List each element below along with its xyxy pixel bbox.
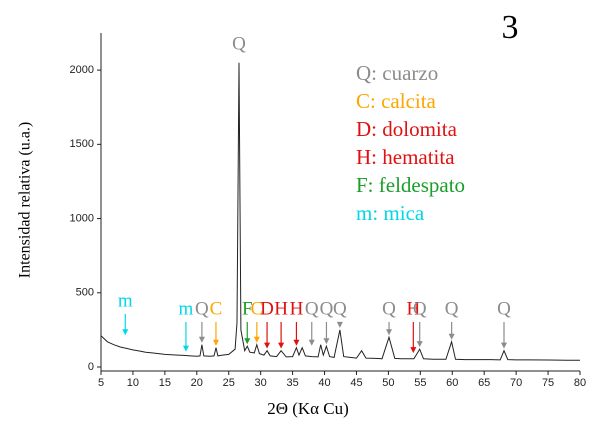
x-tick-label: 5 (98, 377, 104, 389)
x-tick-label: 30 (255, 377, 267, 389)
peak-arrowhead (386, 329, 393, 336)
peak-label: Q (413, 298, 427, 319)
peak-arrowhead (278, 342, 285, 349)
legend-entry: H: hematita (356, 145, 455, 169)
peak-arrowhead (448, 333, 455, 340)
x-tick-label: 75 (542, 377, 554, 389)
peak-label: Q (333, 298, 347, 319)
peak-label: m (179, 298, 194, 319)
peak-arrowhead (410, 347, 417, 354)
peak-arrowhead (293, 339, 300, 346)
x-tick-label: 15 (159, 377, 171, 389)
peak-arrowhead (253, 336, 260, 343)
peak-arrowhead (122, 329, 129, 336)
peak-arrowhead (212, 339, 219, 346)
x-tick-label: 35 (286, 377, 298, 389)
y-tick-label: 2000 (70, 64, 94, 76)
peak-arrowhead (500, 342, 507, 349)
peak-label: Q (445, 298, 459, 319)
peak-label: Q (382, 298, 396, 319)
legend-entry: C: calcita (356, 89, 437, 113)
peak-label: Q (232, 33, 246, 54)
peak-arrowhead (244, 338, 251, 345)
peak-label: C (210, 298, 223, 319)
peak-label: m (118, 290, 133, 311)
legend-entry: m: mica (356, 201, 425, 225)
x-tick-label: 45 (350, 377, 362, 389)
peak-label: H (406, 298, 420, 319)
legend-entry: D: dolomita (356, 117, 458, 141)
peak-arrowhead (198, 336, 205, 343)
x-tick-label: 40 (318, 377, 330, 389)
x-tick-label: 20 (191, 377, 203, 389)
peak-arrowhead (416, 341, 423, 348)
spectrum-line (100, 62, 581, 361)
peak-label: F (242, 298, 253, 319)
x-tick-label: 50 (382, 377, 394, 389)
y-tick-label: 1500 (70, 138, 94, 150)
legend-entry: Q: cuarzo (356, 61, 438, 85)
x-tick-label: 65 (478, 377, 490, 389)
peak-label: D (260, 298, 274, 319)
x-tick-label: 80 (574, 377, 586, 389)
panel-label: 3 (502, 9, 519, 46)
x-tick-label: 60 (446, 377, 458, 389)
y-tick-label: 1000 (70, 212, 94, 224)
peak-label: Q (320, 298, 334, 319)
x-tick-label: 70 (510, 377, 522, 389)
peak-label: Q (305, 298, 319, 319)
legend-entry: F: feldespato (356, 173, 465, 197)
x-tick-label: 25 (223, 377, 235, 389)
peak-arrowhead (182, 345, 189, 352)
y-tick-label: 0 (88, 361, 94, 373)
peak-arrowhead (264, 342, 271, 349)
x-axis-label: 2Θ (Kα Cu) (267, 399, 349, 418)
peak-label: H (290, 298, 304, 319)
peak-arrowhead (308, 339, 315, 346)
peak-label: Q (195, 298, 209, 319)
peak-arrowhead (336, 321, 343, 328)
y-axis-label: Intensidad relativa (u.a.) (17, 122, 34, 278)
x-tick-label: 10 (127, 377, 139, 389)
peak-label: Q (497, 298, 511, 319)
y-tick-label: 500 (76, 287, 94, 299)
peak-arrowhead (323, 338, 330, 345)
peak-label: C (250, 298, 263, 319)
peak-label: H (274, 298, 288, 319)
x-tick-label: 55 (414, 377, 426, 389)
